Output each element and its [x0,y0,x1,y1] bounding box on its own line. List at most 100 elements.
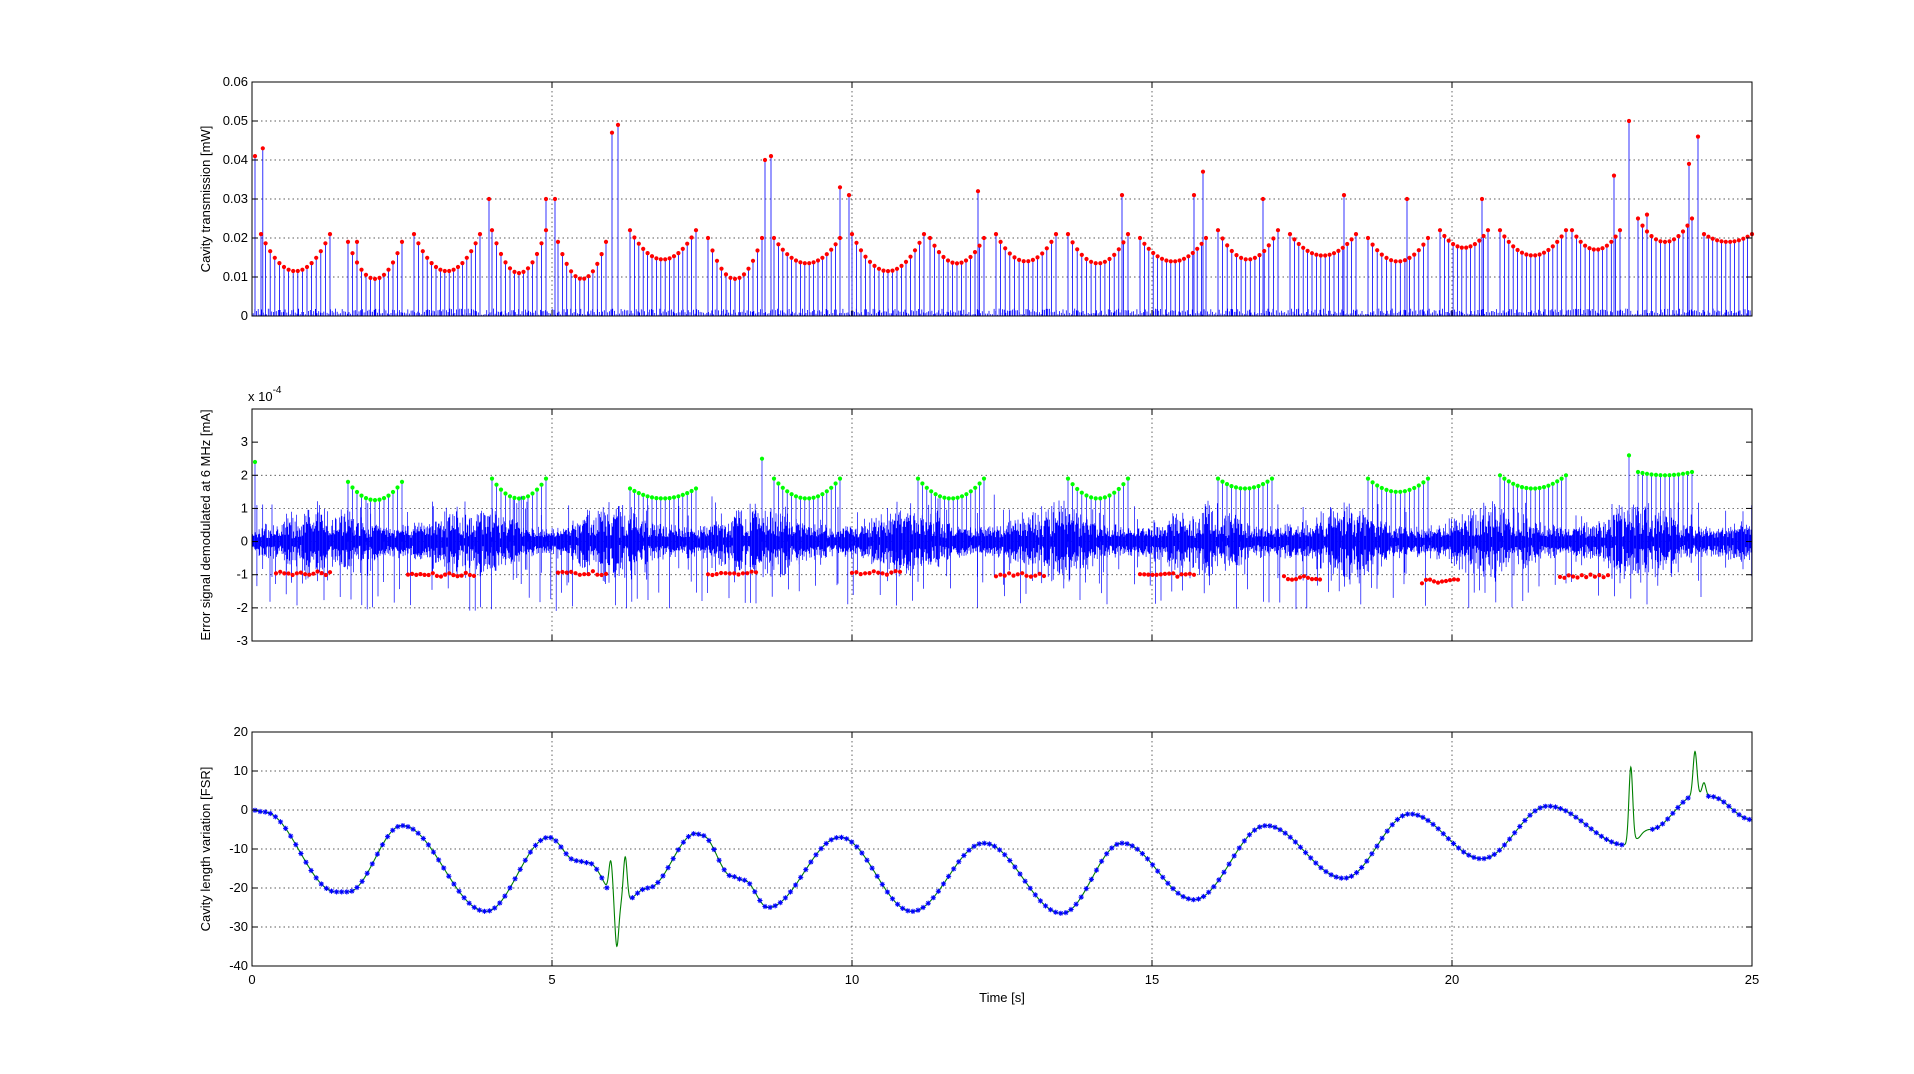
transmission-peak-point [354,239,360,244]
cavity-length-marker [762,903,768,910]
error-signal-negative-peak [1007,571,1012,576]
cavity-length-marker [1552,804,1559,810]
error-signal-positive-peak [1084,493,1089,498]
error-signal-positive-peak [1563,473,1569,478]
error-signal-negative-peak [1431,579,1437,584]
error-signal-negative-peak [319,571,324,576]
transmission-peak-point [1468,244,1473,249]
transmission-peak-point [1613,234,1618,239]
transmission-peak-point [323,241,328,246]
transmission-peak-point [263,241,268,246]
error-signal-positive-peak [1541,485,1547,490]
y-tick-label: 2 [241,467,248,482]
transmission-peak-point [705,235,711,241]
cavity-length-marker [354,884,360,891]
transmission-grid [252,82,1752,316]
transmission-peak-point [885,269,891,274]
transmission-peak-point [1012,255,1017,260]
cavity-length-marker [548,835,554,841]
cavity-length-marker [1507,836,1513,842]
error-signal-positive-peak [924,485,929,490]
cavity-length-marker [716,857,722,863]
error-signal-positive-peak [667,496,672,501]
error-signal-positive-peak [641,492,646,497]
transmission-peak-point [447,268,452,274]
error-signal-negative-peak [471,573,477,579]
cavity-length-marker [1048,907,1054,913]
cavity-length-line [252,750,1753,948]
transmission-peak-point [1587,246,1592,251]
cavity-length-marker [1338,875,1344,881]
error-signal-positive-peak [1102,495,1107,500]
error-signal-positive-peak [649,495,655,500]
error-signal-negative-peak [1154,572,1159,577]
transmission-peak-point [1248,257,1253,262]
cavity-length-marker [1379,835,1385,841]
error-signal-negative-peak [1033,573,1038,578]
transmission-peak-point [1035,255,1040,260]
error-signal-positive-peak [1089,495,1094,500]
transmission-peak-point [1353,232,1359,237]
error-signal-negative-peak [1455,577,1461,582]
error-signal-negative-peak [1020,571,1025,576]
transmission-peak-point [1563,228,1569,233]
error-signal-positive-peak [363,496,369,501]
transmission-peak-point [954,261,960,266]
transmission-peak-point [632,235,637,240]
transmission-peak-point [1591,247,1596,252]
transmission-plot [252,118,1755,316]
error-signal-positive-peak [1644,471,1650,476]
cavity-length-marker [1440,831,1446,837]
cavity-length-marker [1252,827,1258,833]
transmission-peak-point [525,266,531,271]
error-signal-negative-peak [1592,574,1597,579]
error-signal-negative-peak [1588,572,1593,577]
cavity-length-marker [1588,826,1594,832]
error-signal-negative-peak [998,572,1003,577]
transmission-peak-point [1275,228,1281,233]
cavity-length-marker [1680,799,1686,805]
transmission-peak-point [1550,244,1555,249]
transmission-peak-point [1407,255,1412,260]
cavity-length-marker [1583,822,1589,828]
cavity-length-marker [1425,817,1431,824]
cavity-length-marker [640,886,646,893]
transmission-peak-point [1481,233,1486,239]
cavity-length-marker [1201,893,1207,900]
cavity-length-marker [777,900,783,906]
transmission-peak-point [1203,235,1209,241]
transmission-peak-point [1079,252,1084,257]
cavity-length-marker [1277,827,1283,833]
cavity-length-marker [1272,824,1278,830]
error-signal-positive-peak [359,493,364,498]
transmission-peak-point [1200,169,1206,174]
error-signal-negative-peak [434,573,439,579]
y-tick-label: 0 [241,534,248,549]
cavity-length-marker [1037,898,1043,904]
cavity-length-marker [905,908,911,914]
cavity-length-marker [1231,853,1237,859]
error-signal-positive-peak [386,493,391,498]
cavity-length-marker [1333,874,1339,880]
cavity-length-marker [400,823,406,829]
transmission-peak-point [802,261,807,266]
transmission-peak-point [1459,245,1464,250]
cavity-length-marker [655,879,661,886]
error-signal-positive-peak [955,495,960,500]
error-signal-negative-peak [414,572,419,578]
cavity-length-marker [1063,910,1069,916]
transmission-peak-point [1502,234,1507,239]
error-signal-negative-peak [1605,573,1611,578]
transmission-peak-point [741,272,747,277]
transmission-peak-point [641,246,646,251]
error-signal-positive-peak [489,476,495,481]
transmission-peak-point [837,185,843,190]
transmission-peak-point [1680,229,1686,234]
transmission-peak-point [277,261,282,266]
error-signal-positive-peak [1559,476,1564,481]
cavity-length-marker [339,889,345,895]
error-signal-positive-peak [1402,489,1407,494]
cavity-length-marker [293,842,299,848]
transmission-peak-point [560,252,565,257]
transmission-peak-point [615,122,621,127]
